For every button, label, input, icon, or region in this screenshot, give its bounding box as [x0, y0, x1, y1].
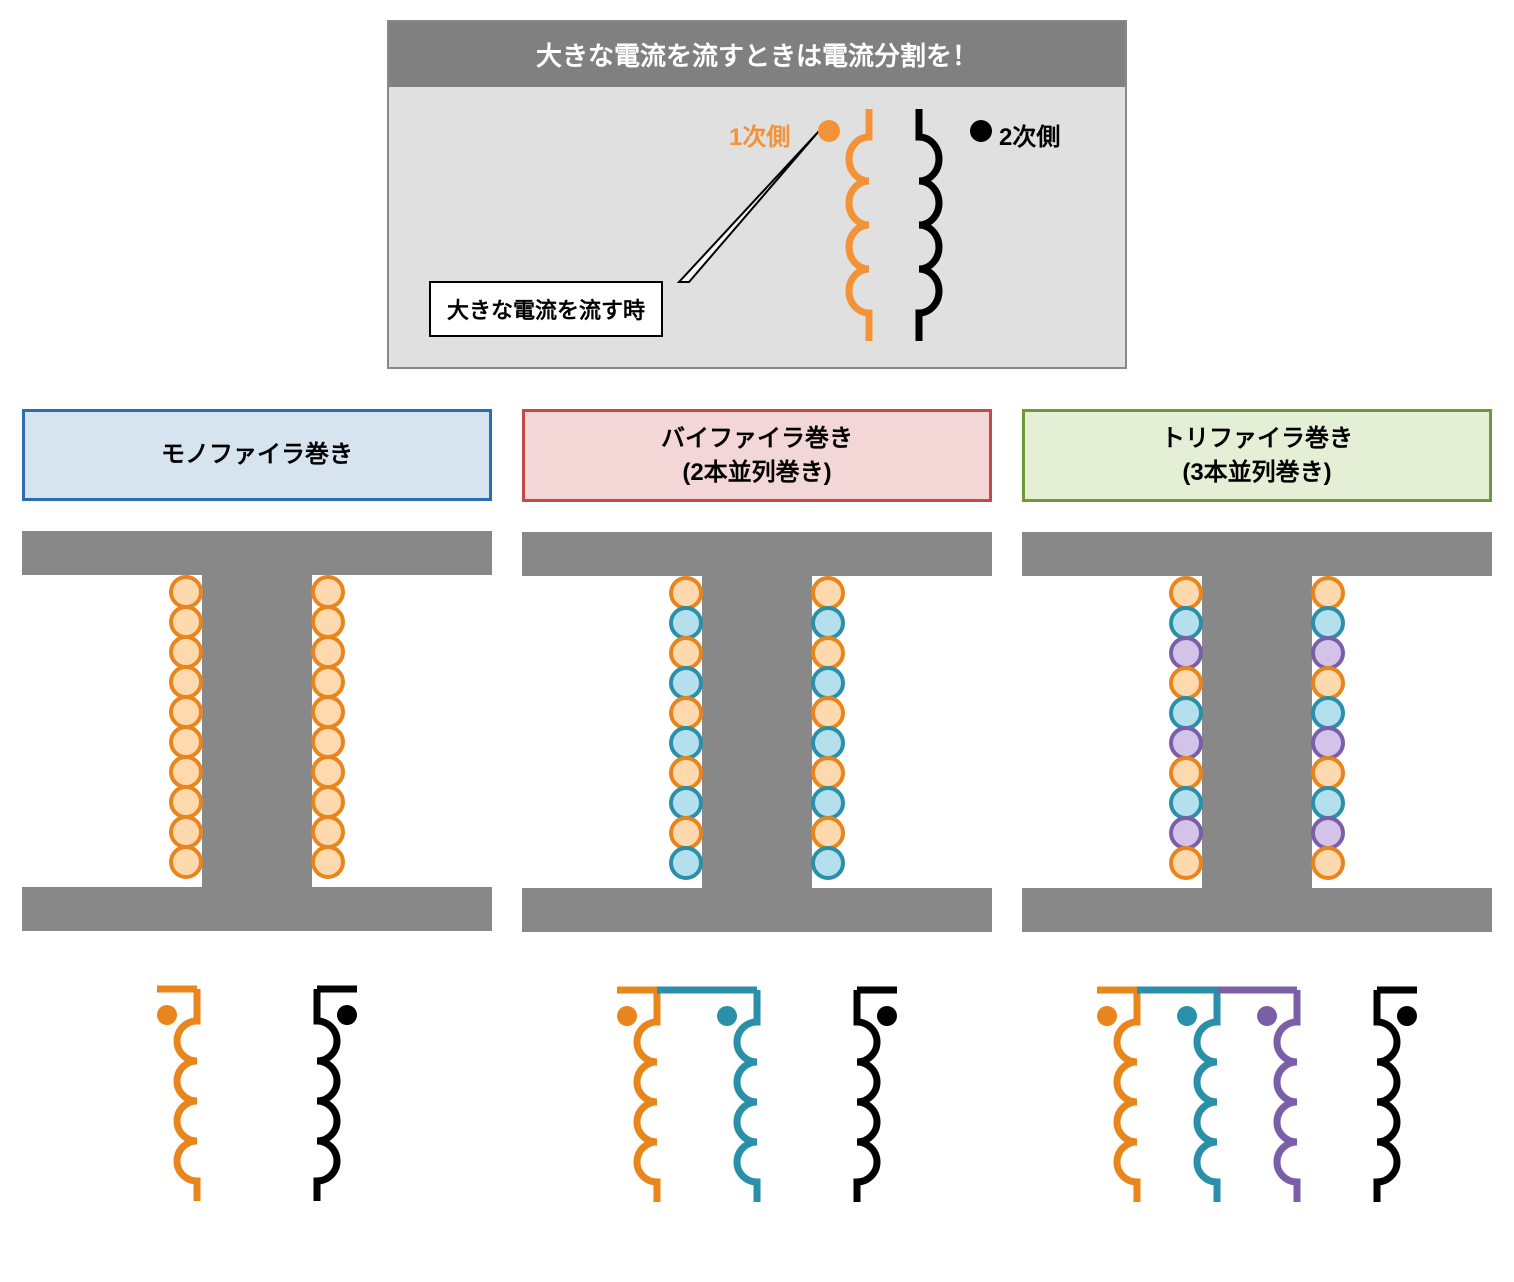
col-title: バイファイラ巻き: [661, 425, 853, 452]
schematic-tri: [1022, 972, 1492, 1212]
col-title: モノファイラ巻き: [161, 441, 353, 468]
header-body: 1次側 2次側 大きな電流を流す時: [389, 87, 1125, 367]
column-bi: バイファイラ巻き (2本並列巻き): [522, 409, 992, 1212]
column-mono: モノファイラ巻き: [22, 409, 492, 1212]
column-header-mono: モノファイラ巻き: [22, 409, 492, 501]
secondary-label: 2次側: [999, 117, 1060, 152]
column-tri: トリファイラ巻き (3本並列巻き): [1022, 409, 1492, 1212]
header-title: 大きな電流を流すときは電流分割を！: [389, 22, 1125, 87]
column-header-bi: バイファイラ巻き (2本並列巻き): [522, 409, 992, 502]
col-subtitle: (2本並列巻き): [682, 459, 831, 486]
header-panel: 大きな電流を流すときは電流分割を！ 1次側 2次側 大きな電流を流す時: [387, 20, 1127, 369]
column-header-tri: トリファイラ巻き (3本並列巻き): [1022, 409, 1492, 502]
col-subtitle: (3本並列巻き): [1182, 459, 1331, 486]
col-title: トリファイラ巻き: [1161, 425, 1353, 452]
core-diagram-tri: [1022, 532, 1492, 932]
schematic-mono: [22, 971, 492, 1211]
schematic-bi: [522, 972, 992, 1212]
core-diagram-mono: [22, 531, 492, 931]
columns-row: モノファイラ巻き バイファイラ巻き (2本並列巻き) トリファイラ巻き (3本並…: [20, 409, 1494, 1212]
core-diagram-bi: [522, 532, 992, 932]
callout-box: 大きな電流を流す時: [429, 281, 663, 337]
primary-label: 1次側: [729, 117, 790, 152]
